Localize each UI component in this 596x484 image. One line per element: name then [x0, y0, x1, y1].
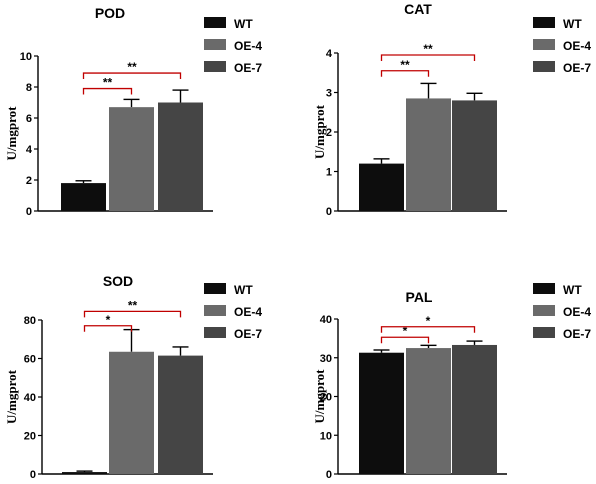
legend-label: WT: [563, 283, 582, 297]
significance-label: **: [103, 76, 113, 90]
y-tick-label: 3: [326, 88, 332, 100]
significance-bracket: [83, 310, 182, 318]
y-tick-label: 20: [320, 392, 332, 404]
chart-panel-pal: PAL U/mgprot 0 10 20 30 40 * * WT OE-4 OE-7: [312, 283, 591, 481]
significance-label: *: [403, 324, 408, 338]
legend-swatch: [204, 327, 226, 338]
y-tick-label: 40: [320, 314, 332, 326]
bar-oe-7: [452, 344, 497, 474]
y-axis-label: U/mgprot: [4, 106, 19, 161]
y-tick-label: 2: [326, 127, 332, 139]
legend-label: OE-4: [563, 39, 591, 53]
significance-label: **: [400, 58, 410, 72]
bar-wt: [359, 352, 404, 474]
y-tick-label: 10: [320, 430, 332, 442]
y-tick-label: 40: [24, 392, 36, 404]
legend-swatch: [533, 39, 555, 50]
significance-label: *: [106, 313, 111, 327]
significance-bracket: [380, 70, 430, 77]
bar-oe-7: [452, 100, 497, 211]
y-axis-label: U/mgprot: [312, 104, 327, 159]
chart-panel-pod: POD U/mgprot 0 2 4 6 8 10 ** ** WT OE-4 OE-7: [4, 5, 262, 218]
bar-oe-4: [406, 348, 451, 474]
y-tick-label: 2: [26, 175, 32, 187]
significance-bracket: [380, 326, 476, 333]
legend-swatch: [533, 305, 555, 316]
y-tick-label: 80: [24, 315, 36, 327]
chart-panel-cat: CAT U/mgprot 0 1 2 3 4 ** ** WT OE-4 OE-7: [312, 1, 591, 218]
significance-label: *: [426, 314, 431, 328]
chart-title: CAT: [404, 1, 432, 17]
y-tick-label: 1: [326, 167, 332, 179]
legend-swatch: [204, 39, 226, 50]
legend-label: WT: [234, 283, 253, 297]
significance-label: **: [128, 298, 138, 312]
y-tick-label: 4: [326, 48, 333, 60]
legend-swatch: [533, 283, 555, 294]
legend-label: OE-4: [234, 305, 262, 319]
bar-oe-7: [158, 355, 203, 474]
legend-swatch: [533, 61, 555, 72]
legend-label: WT: [563, 17, 582, 31]
significance-bracket: [380, 54, 476, 61]
chart-title: POD: [95, 5, 125, 21]
legend-label: OE-7: [234, 61, 262, 75]
bar-wt: [359, 163, 404, 211]
significance-bracket: [82, 72, 182, 80]
significance-label: **: [127, 60, 137, 74]
legend-label: OE-7: [563, 61, 591, 75]
significance-bracket: [83, 325, 133, 332]
chart-title: SOD: [103, 273, 133, 289]
y-tick-label: 20: [24, 431, 36, 443]
legend-swatch: [204, 305, 226, 316]
chart-title: PAL: [406, 289, 433, 305]
bar-oe-4: [109, 351, 154, 474]
bar-oe-7: [158, 102, 203, 211]
y-tick-label: 0: [326, 469, 332, 479]
legend-label: OE-4: [563, 305, 591, 319]
y-tick-label: 8: [26, 82, 32, 94]
legend-swatch: [204, 283, 226, 294]
y-axis-label: U/mgprot: [4, 369, 19, 424]
y-tick-label: 0: [30, 469, 36, 479]
y-tick-label: 10: [20, 51, 32, 63]
bar-wt: [61, 183, 106, 211]
bar-oe-4: [109, 107, 154, 211]
y-tick-label: 4: [26, 144, 33, 156]
legend-swatch: [204, 61, 226, 72]
y-tick-label: 60: [24, 354, 36, 366]
legend-label: OE-7: [234, 327, 262, 341]
y-tick-label: 0: [26, 206, 32, 218]
legend-swatch: [533, 327, 555, 338]
bar-oe-4: [406, 98, 451, 211]
y-tick-label: 0: [326, 206, 332, 218]
y-axis-label: U/mgprot: [312, 369, 327, 424]
legend-swatch: [204, 17, 226, 28]
y-tick-label: 6: [26, 113, 32, 125]
legend-label: WT: [234, 17, 253, 31]
y-tick-label: 30: [320, 353, 332, 365]
legend-swatch: [533, 17, 555, 28]
significance-bracket: [380, 336, 430, 344]
significance-label: **: [423, 42, 433, 56]
legend-label: OE-7: [563, 327, 591, 341]
bar-wt: [62, 472, 107, 474]
significance-bracket: [82, 87, 133, 95]
legend-label: OE-4: [234, 39, 262, 53]
